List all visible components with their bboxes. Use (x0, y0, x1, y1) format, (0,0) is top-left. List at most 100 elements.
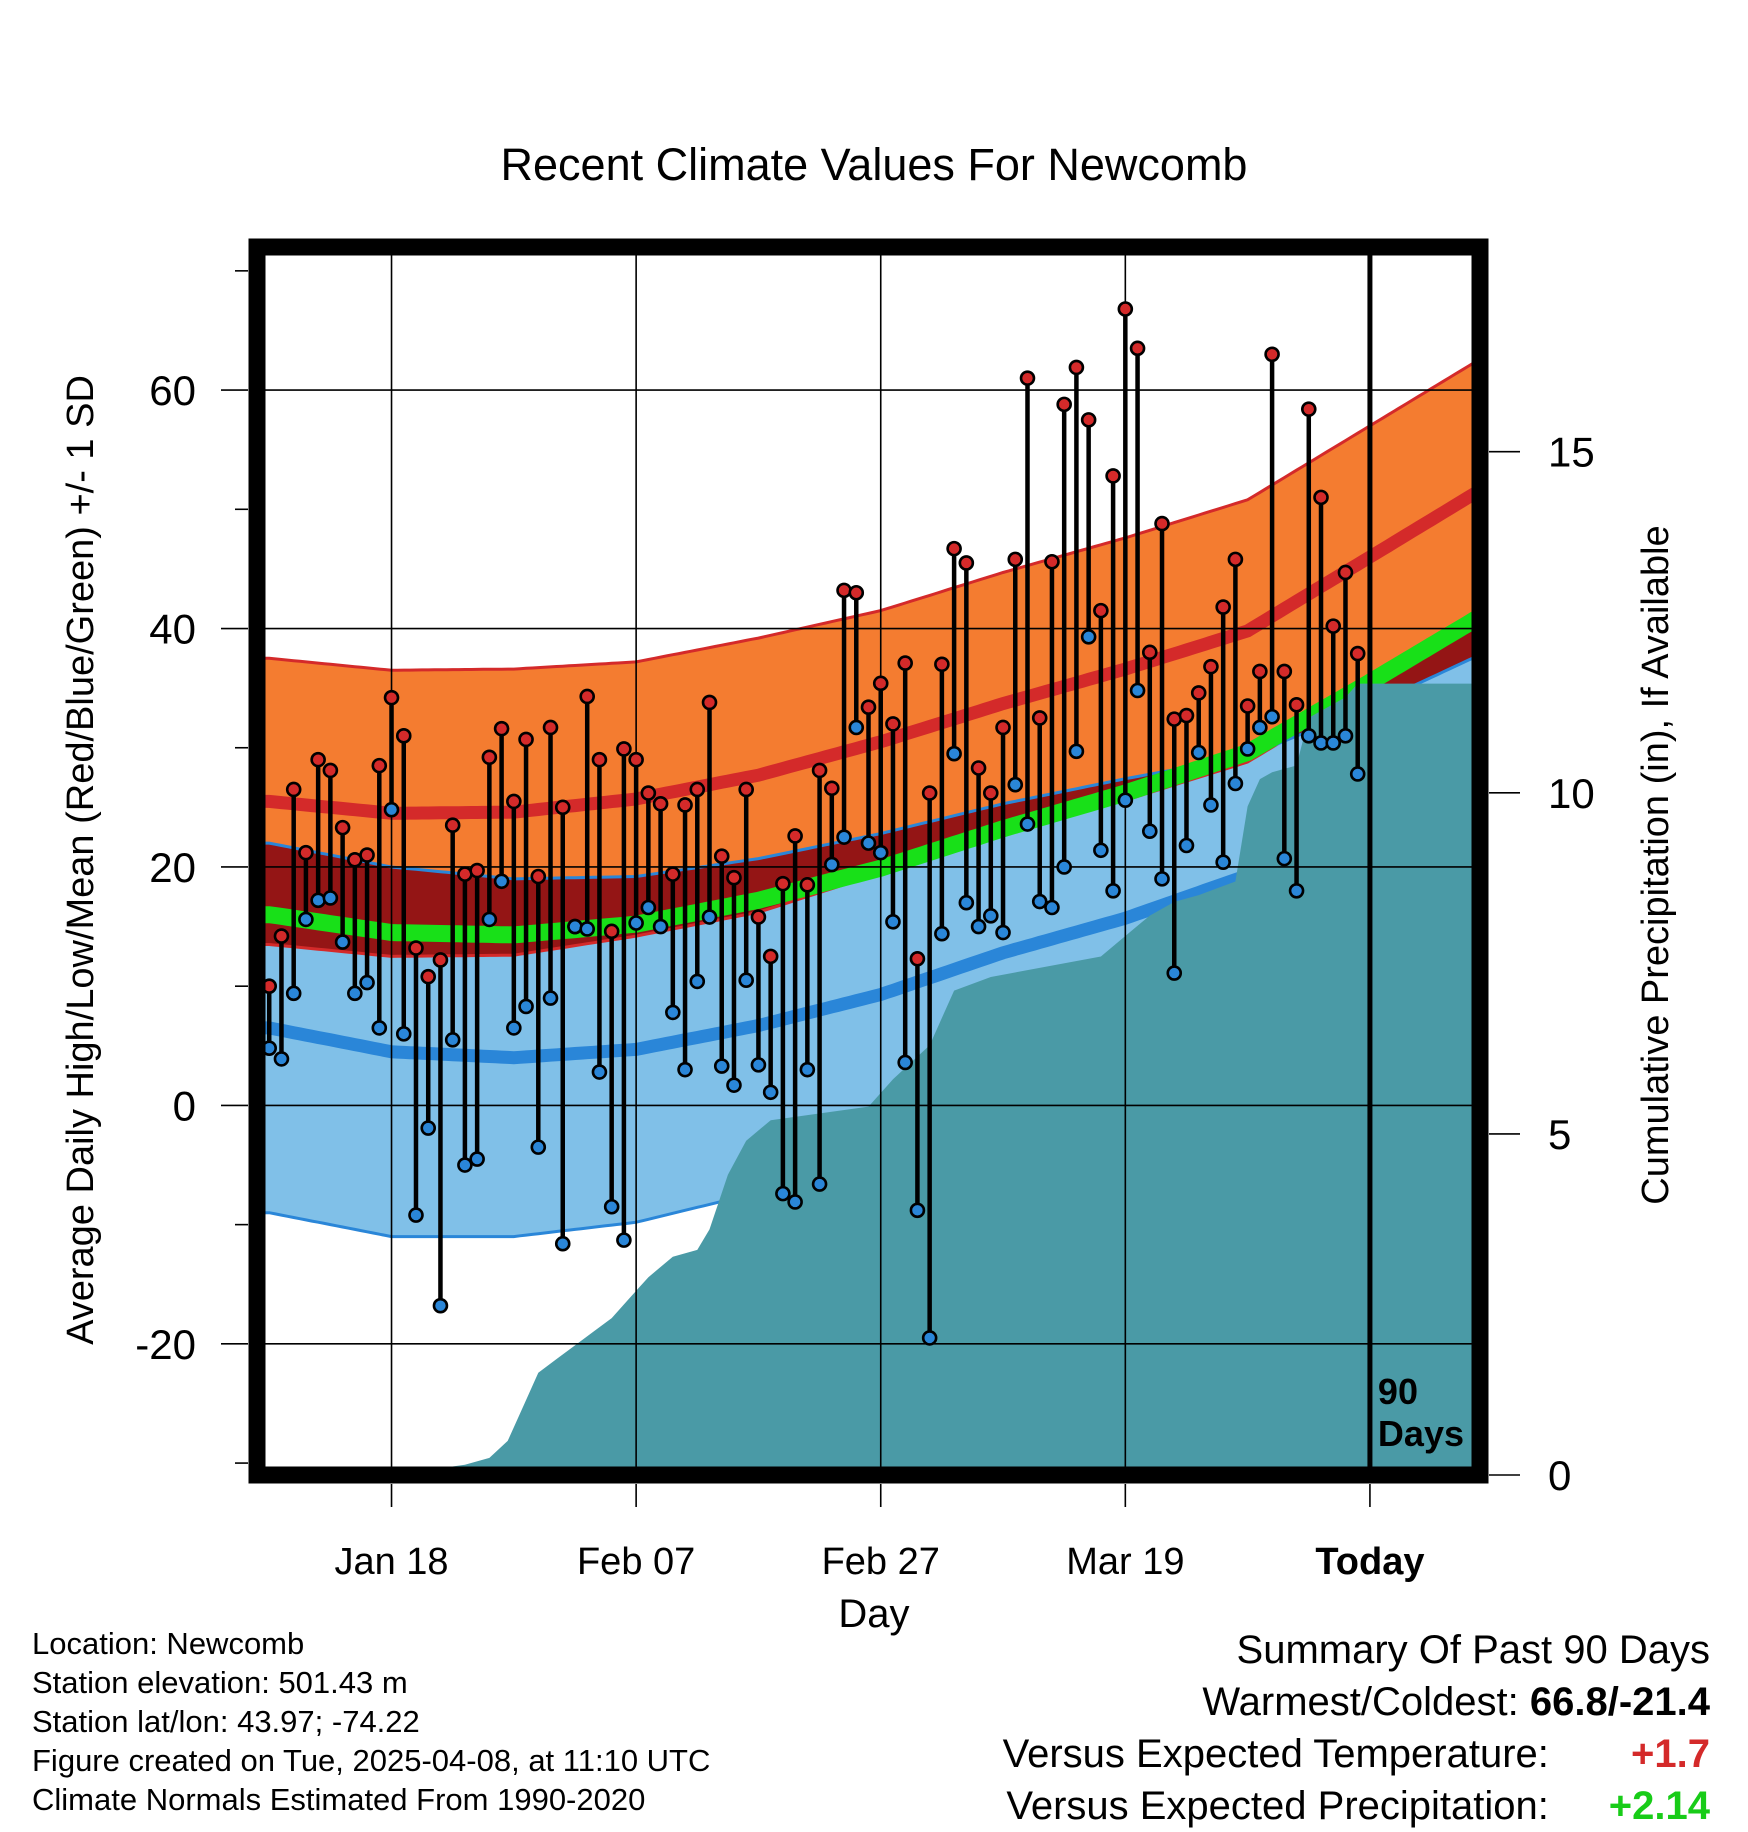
daily-high-point (1227, 551, 1244, 568)
daily-high-point (1031, 710, 1048, 726)
warm-cold-value: 66.8/-21.4 (1529, 1680, 1710, 1724)
daily-low-point (506, 1020, 522, 1036)
daily-low-point (701, 909, 718, 925)
daily-low-point (1129, 682, 1146, 699)
daily-low-point (371, 1020, 388, 1036)
daily-low-point (885, 914, 901, 930)
daily-low-point (1349, 766, 1366, 782)
daily-high-point (640, 785, 657, 801)
daily-high-point (1093, 602, 1109, 619)
x-axis-label: Day (838, 1592, 909, 1636)
daily-low-point (1325, 735, 1342, 751)
daily-low-point (897, 1054, 913, 1071)
daily-low-point (1227, 775, 1244, 792)
y2-tick-label: 15 (1548, 429, 1595, 476)
daily-high-point (677, 797, 693, 813)
daily-high-point (762, 948, 779, 965)
daily-high-point (909, 950, 926, 967)
daily-low-point (1019, 816, 1036, 832)
daily-high-point (934, 656, 950, 673)
daily-low-point (1215, 854, 1231, 870)
daily-low-point (591, 1064, 608, 1080)
daily-high-point (1325, 618, 1342, 634)
daily-low-point (334, 934, 351, 950)
daily-low-point (860, 835, 877, 851)
daily-low-point (530, 1139, 547, 1155)
daily-low-point (1117, 792, 1134, 808)
daily-high-point (273, 928, 290, 944)
daily-high-point (787, 828, 803, 844)
elevation-text: Station elevation: 501.43 m (32, 1665, 408, 1700)
daily-high-point (848, 584, 865, 601)
high-sd-upper-edge (257, 357, 1480, 672)
daily-low-point (444, 1032, 461, 1048)
daily-low-point (1288, 883, 1305, 899)
precip-area (269, 683, 1480, 1475)
daily-low-point (1068, 743, 1085, 760)
daily-low-point (958, 894, 975, 911)
daily-high-point (530, 868, 547, 885)
daily-high-point (1349, 645, 1366, 662)
daily-high-point (334, 819, 351, 836)
y-tick-label: -20 (135, 1321, 196, 1368)
daily-high-point (726, 869, 742, 886)
daily-high-point (310, 751, 326, 768)
daily-high-point (408, 940, 424, 956)
daily-high-point (958, 555, 975, 571)
normal-mean-line (257, 609, 1480, 944)
normals-text: Climate Normals Estimated From 1990-2020 (32, 1782, 646, 1817)
daily-high-point (579, 688, 596, 705)
daily-low-point (420, 1120, 437, 1136)
daily-high-point (1044, 553, 1060, 570)
daily-low-point (1031, 893, 1048, 910)
daily-high-point (921, 785, 938, 801)
daily-low-point (383, 801, 400, 818)
daily-high-point (750, 909, 767, 925)
daily-low-point (1264, 708, 1280, 725)
daily-low-point (665, 1004, 681, 1021)
daily-low-point (1190, 744, 1207, 761)
daily-high-point (665, 866, 681, 882)
daily-high-point (383, 689, 400, 706)
daily-low-point (554, 1235, 571, 1252)
location-text: Location: Newcomb (32, 1626, 305, 1661)
daily-low-point (457, 1157, 473, 1173)
daily-high-point (701, 694, 718, 711)
daily-high-point (1007, 551, 1024, 568)
daily-low-point (1044, 899, 1060, 916)
daily-high-point (1264, 346, 1280, 363)
daily-low-point (1154, 871, 1170, 887)
daily-low-point (359, 974, 375, 991)
daily-low-point (713, 1058, 730, 1074)
today-days-label: Days (1378, 1413, 1464, 1454)
created-text: Figure created on Tue, 2025-04-08, at 11… (32, 1743, 711, 1778)
daily-high-point (628, 751, 644, 768)
daily-low-point (640, 899, 657, 916)
daily-high-point (481, 749, 498, 766)
summary-heading: Summary Of Past 90 Days (1236, 1628, 1710, 1672)
daily-high-point (371, 757, 388, 774)
precip-departure-label: Versus Expected Precipitation: (1006, 1784, 1549, 1828)
daily-high-point (1252, 663, 1268, 680)
daily-low-point (1105, 883, 1121, 899)
daily-high-point (298, 844, 314, 861)
daily-low-point (1178, 837, 1195, 854)
y-tick-label: 40 (149, 606, 196, 653)
daily-low-point (872, 844, 889, 861)
daily-high-point (652, 795, 669, 812)
today-days-label: 90 (1378, 1371, 1418, 1412)
daily-high-point (946, 540, 962, 557)
daily-low-point (921, 1330, 938, 1346)
daily-high-point (1239, 698, 1256, 714)
daily-low-point (542, 990, 559, 1006)
x-tick-label: Today (1315, 1541, 1424, 1583)
warm-cold-label: Warmest/Coldest: (1202, 1680, 1519, 1724)
daily-high-point (1068, 359, 1085, 376)
daily-high-point (1203, 658, 1219, 675)
daily-high-point (1129, 340, 1146, 357)
daily-high-point (689, 781, 706, 798)
station-info: Location: Newcomb Station elevation: 501… (32, 1624, 710, 1819)
daily-high-point (1276, 663, 1293, 680)
y-tick-label: 20 (149, 844, 196, 891)
